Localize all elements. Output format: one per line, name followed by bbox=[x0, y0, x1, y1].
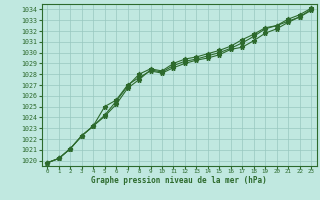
X-axis label: Graphe pression niveau de la mer (hPa): Graphe pression niveau de la mer (hPa) bbox=[91, 176, 267, 185]
